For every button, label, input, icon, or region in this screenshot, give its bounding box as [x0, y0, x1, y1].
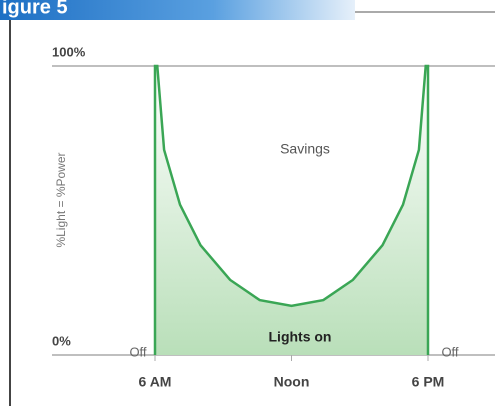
annotation: Savings [280, 141, 330, 157]
y-axis-label: %Light = %Power [54, 152, 68, 247]
x-tick-label: 6 PM [412, 374, 445, 390]
y-tick-label: 0% [52, 333, 71, 348]
x-tick-label: Noon [274, 374, 310, 390]
annotation: Off [129, 344, 146, 359]
area [155, 66, 428, 355]
figure-title: igure 5 [2, 0, 68, 18]
x-tick-label: 6 AM [139, 374, 172, 390]
y-tick-label: 100% [52, 44, 86, 59]
annotation: Lights on [269, 329, 332, 345]
annotation: Off [441, 344, 458, 359]
line [153, 64, 430, 355]
banner [0, 0, 355, 20]
